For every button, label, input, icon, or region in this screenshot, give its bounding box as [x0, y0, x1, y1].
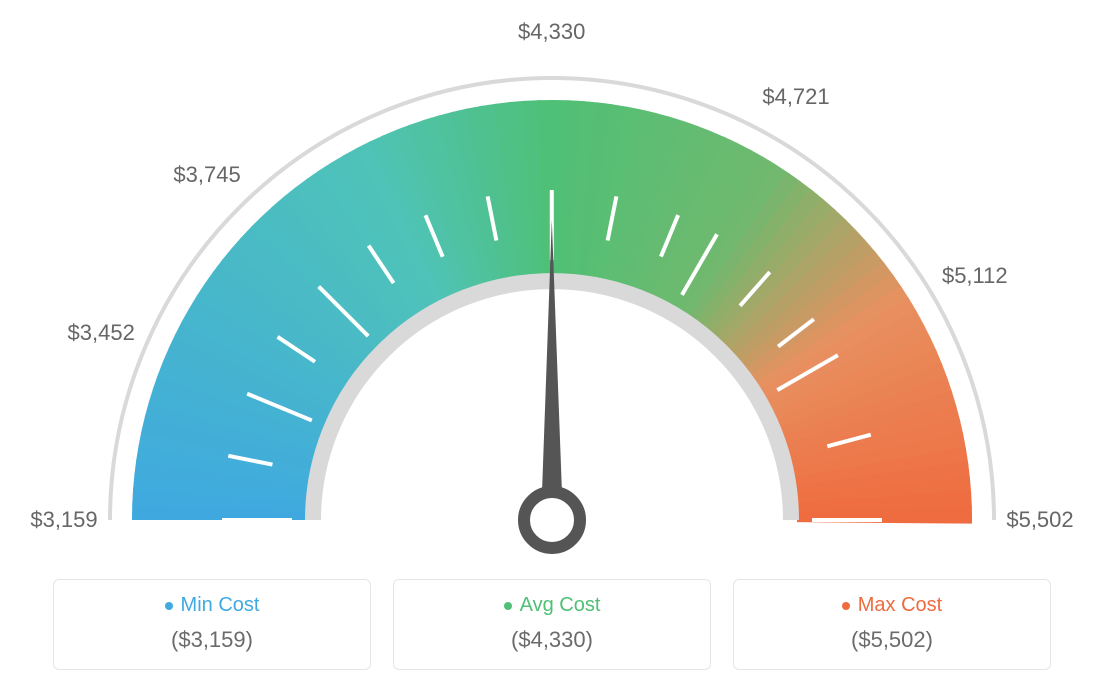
cost-gauge-container: $3,159 $3,452 $3,745 $4,330 $4,721 $5,112 $5,5…: [0, 0, 1104, 690]
dot-icon: [165, 602, 173, 610]
min-cost-value: ($3,159): [54, 627, 370, 653]
gauge-tick-label: $3,452: [68, 320, 135, 346]
min-cost-label: Min Cost: [181, 594, 260, 617]
gauge-chart: $3,159 $3,452 $3,745 $4,330 $4,721 $5,112 $5,5…: [0, 0, 1104, 560]
dot-icon: [504, 602, 512, 610]
max-cost-value: ($5,502): [734, 627, 1050, 653]
legend-card-max: Max Cost ($5,502): [733, 579, 1051, 670]
legend-card-avg: Avg Cost ($4,330): [393, 579, 711, 670]
legend-label-max: Max Cost: [842, 594, 942, 617]
max-cost-label: Max Cost: [858, 594, 942, 617]
gauge-tick-label: $3,159: [30, 507, 97, 533]
gauge-tick-label: $3,745: [173, 162, 240, 188]
avg-cost-value: ($4,330): [394, 627, 710, 653]
gauge-tick-label: $4,721: [762, 84, 829, 110]
legend-label-min: Min Cost: [165, 594, 260, 617]
legend-card-min: Min Cost ($3,159): [53, 579, 371, 670]
gauge-svg: [0, 0, 1104, 560]
legend-label-avg: Avg Cost: [504, 594, 601, 617]
dot-icon: [842, 602, 850, 610]
legend-row: Min Cost ($3,159) Avg Cost ($4,330) Max …: [0, 579, 1104, 670]
gauge-tick-label: $4,330: [518, 19, 585, 45]
gauge-tick-label: $5,112: [942, 263, 1008, 289]
avg-cost-label: Avg Cost: [520, 594, 601, 617]
gauge-tick-label: $5,502: [1006, 507, 1073, 533]
